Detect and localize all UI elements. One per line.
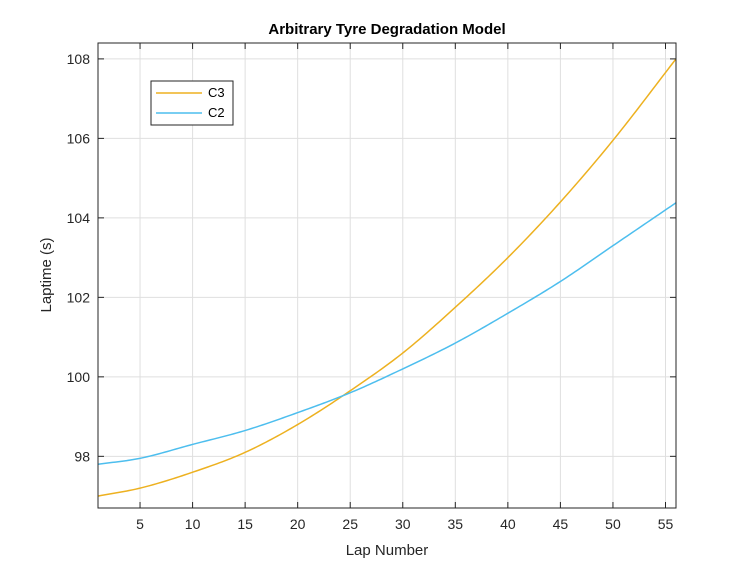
x-tick-label: 45 — [553, 516, 569, 532]
x-tick-label: 25 — [342, 516, 358, 532]
x-tick-label: 35 — [448, 516, 464, 532]
y-tick-label: 100 — [67, 369, 91, 385]
series-line-c3 — [97, 58, 677, 497]
ticks — [98, 43, 676, 508]
legend-label-c2: C2 — [208, 105, 225, 120]
x-tick-label: 30 — [395, 516, 411, 532]
tick-labels: 5 10 15 20 25 30 35 40 45 50 55 98 100 102 104 106 108 — [67, 51, 674, 532]
y-tick-label: 108 — [67, 51, 91, 67]
x-tick-label: 20 — [290, 516, 306, 532]
series-layer — [97, 58, 677, 497]
x-axis-label: Lap Number — [346, 542, 429, 559]
legend: C3 C2 — [150, 80, 234, 126]
x-tick-label: 15 — [237, 516, 253, 532]
legend-label-c3: C3 — [208, 85, 225, 100]
y-tick-label: 98 — [74, 448, 90, 464]
x-tick-label: 5 — [136, 516, 144, 532]
y-axis-label: Laptime (s) — [38, 237, 55, 312]
x-tick-label: 40 — [500, 516, 516, 532]
chart-title: Arbitrary Tyre Degradation Model — [268, 21, 505, 38]
plot-frame — [97, 42, 677, 509]
x-tick-label: 10 — [185, 516, 201, 532]
y-tick-label: 106 — [67, 130, 91, 146]
legend-box — [150, 80, 234, 126]
y-tick-label: 102 — [67, 289, 91, 305]
y-tick-label: 104 — [67, 210, 91, 226]
series-line-c2 — [97, 202, 677, 466]
x-tick-label: 55 — [658, 516, 674, 532]
x-tick-label: 50 — [605, 516, 621, 532]
grid — [98, 43, 676, 508]
